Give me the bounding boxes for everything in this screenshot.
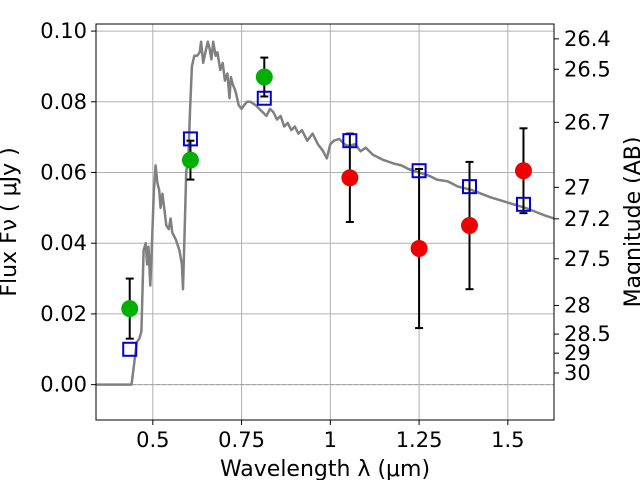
y-tick-label: 0.00 — [40, 373, 87, 397]
x-tick-label: 1.25 — [396, 428, 443, 452]
green-detection-point — [181, 151, 199, 169]
plot-frame — [95, 23, 555, 421]
model-photometry-box — [342, 133, 358, 149]
green-detection-point — [255, 68, 273, 86]
magnitude-tick-label: 28.5 — [564, 322, 611, 346]
red-detection-point — [410, 240, 428, 258]
x-axis-label: Wavelength λ (μm) — [220, 457, 430, 480]
magnitude-tick-label: 26.7 — [564, 110, 611, 134]
red-detection-point — [461, 217, 479, 235]
magnitude-tick-label: 27.5 — [564, 247, 611, 271]
magnitude-tick-label: 27 — [564, 175, 591, 199]
magnitude-tick-label: 26.5 — [564, 57, 611, 81]
model-photometry-box — [256, 90, 272, 106]
magnitude-tick-label: 28 — [564, 293, 591, 317]
x-tick-label: 1.5 — [491, 428, 524, 452]
y-tick-label: 0.04 — [40, 231, 87, 255]
sed-model-curve — [96, 40, 555, 386]
model-photometry-box — [515, 196, 531, 212]
y-tick-label: 0.06 — [40, 161, 87, 185]
magnitude-tick-label: 30 — [564, 361, 591, 385]
y-tick-label: 0.02 — [40, 302, 87, 326]
magnitude-tick-label: 26.4 — [564, 27, 611, 51]
y-tick-label: 0.10 — [40, 19, 87, 43]
data-marks — [121, 56, 532, 357]
y-axis-label: Flux Fν ( μJy ) — [0, 147, 22, 296]
model-photometry-box — [122, 341, 138, 357]
magnitude-tick-label: 27.2 — [564, 207, 611, 231]
right-axis-label: Magnitude (AB) — [621, 137, 640, 308]
green-detection-point — [121, 300, 139, 318]
model-photometry-box — [182, 131, 198, 147]
x-tick-label: 0.5 — [136, 428, 169, 452]
magnitude-tick-label: 29 — [564, 341, 591, 365]
plot-background — [96, 24, 554, 420]
grid-lines — [96, 24, 554, 420]
x-tick-label: 0.75 — [218, 428, 265, 452]
x-tick-label: 1 — [324, 428, 337, 452]
y-tick-label: 0.08 — [40, 90, 87, 114]
axes: 0.5 0.75 1 1.25 1.5 0.00 0.02 0.04 0.06 0.08 0.10 2… — [40, 19, 611, 452]
red-detection-point — [514, 162, 532, 180]
model-photometry-box — [462, 179, 478, 195]
model-photometry-box — [411, 163, 427, 179]
red-detection-point — [341, 169, 359, 187]
